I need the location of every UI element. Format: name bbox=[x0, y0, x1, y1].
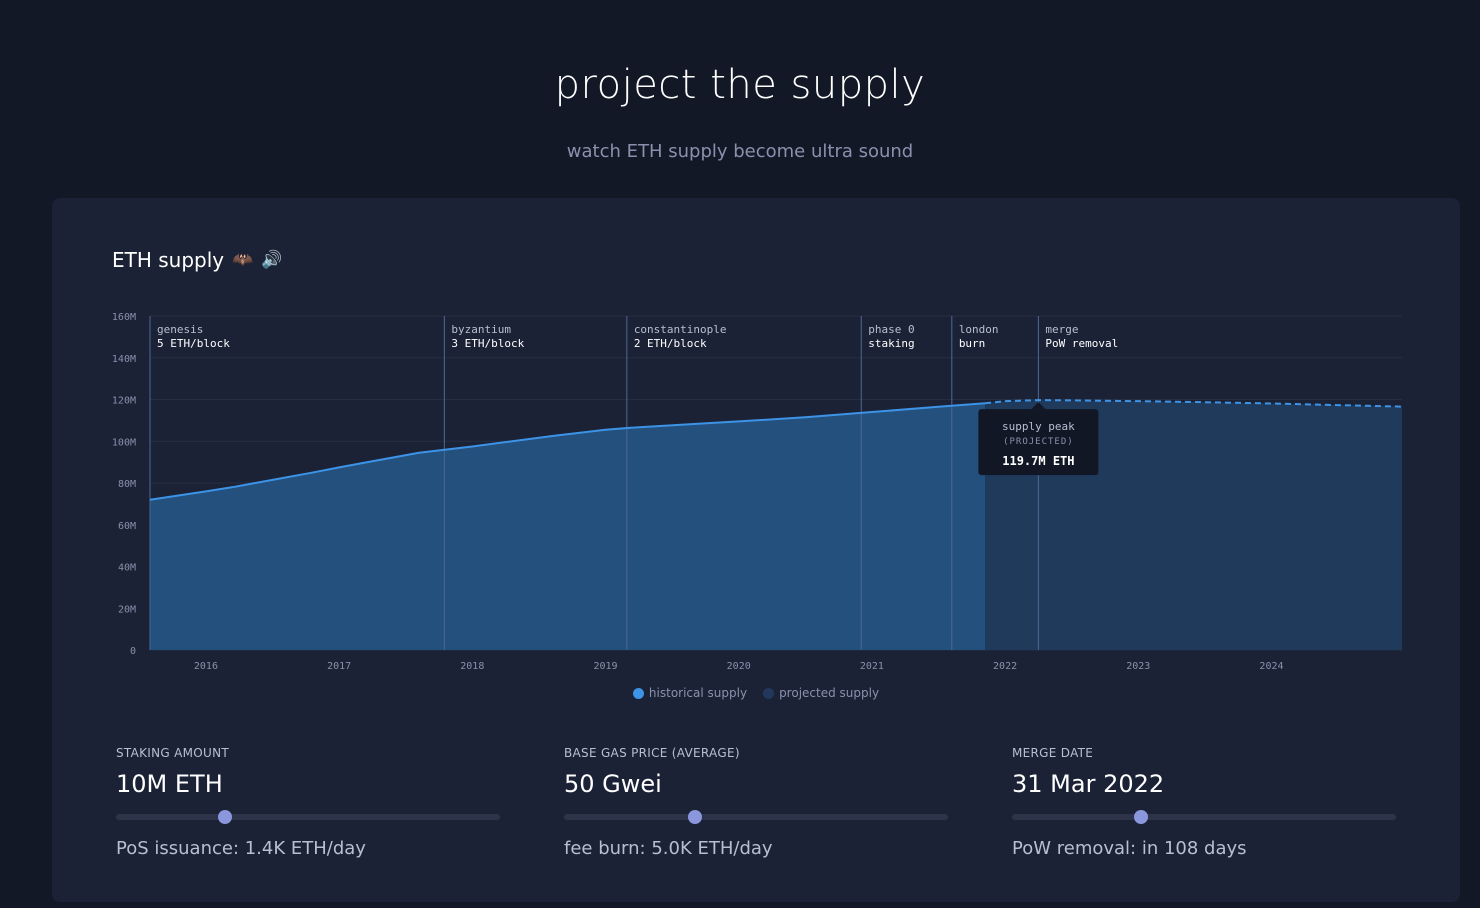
supply-card: 0 20M 40M 60M 80M 100M 120M 140M 160M genesis 5 ET… bbox=[52, 198, 1460, 902]
x-tick-label: 2024 bbox=[1259, 661, 1283, 672]
card-title-text: ETH supply bbox=[112, 248, 225, 272]
speaker-icon[interactable]: 🔊 bbox=[261, 250, 283, 270]
merge-date-control: MERGE DATE 31 Mar 2022 PoW removal: in 1… bbox=[1012, 746, 1396, 859]
x-tick-label: 2023 bbox=[1126, 661, 1150, 672]
chart-legend: historical supply projected supply bbox=[52, 686, 1460, 700]
legend-dot-projected bbox=[763, 687, 775, 699]
y-tick-label: 80M bbox=[118, 479, 136, 490]
bat-icon: 🦇 bbox=[232, 250, 254, 270]
gas-price-slider-thumb[interactable] bbox=[687, 810, 702, 824]
page-title: project the supply bbox=[554, 62, 926, 108]
x-tick-label: 2019 bbox=[593, 661, 617, 672]
merge-date-slider-thumb[interactable] bbox=[1133, 810, 1148, 824]
event-name-label: london bbox=[959, 323, 999, 336]
fee-burn-text: fee burn: 5.0K ETH/day bbox=[564, 838, 773, 859]
legend-dot-historical bbox=[632, 687, 644, 699]
legend-item-historical[interactable]: historical supply bbox=[632, 686, 748, 700]
page-subtitle: watch ETH supply become ultra sound bbox=[566, 141, 914, 162]
staking-amount-slider-thumb[interactable] bbox=[218, 810, 233, 824]
x-tick-label: 2017 bbox=[327, 661, 351, 672]
y-tick-label: 140M bbox=[112, 354, 136, 365]
event-detail-label: burn bbox=[959, 337, 986, 350]
tooltip-value: 119.7M ETH bbox=[1002, 454, 1074, 468]
x-tick-label: 2021 bbox=[860, 661, 884, 672]
legend-label-projected: projected supply bbox=[779, 686, 880, 700]
y-tick-label: 0 bbox=[130, 646, 136, 657]
event-detail-label: 3 ETH/block bbox=[451, 337, 524, 350]
y-tick-label: 120M bbox=[112, 396, 136, 407]
gas-price-control: BASE GAS PRICE (AVERAGE) 50 Gwei fee bur… bbox=[564, 746, 948, 859]
legend-item-projected[interactable]: projected supply bbox=[763, 686, 879, 700]
merge-date-slider[interactable] bbox=[1012, 810, 1396, 824]
y-tick-label: 40M bbox=[118, 563, 136, 574]
gas-price-value: 50 Gwei bbox=[564, 770, 662, 798]
legend-label-historical: historical supply bbox=[648, 686, 748, 700]
event-name-label: merge bbox=[1045, 323, 1078, 336]
x-tick-label: 2016 bbox=[194, 661, 218, 672]
x-tick-label: 2020 bbox=[727, 661, 751, 672]
y-tick-label: 60M bbox=[118, 521, 136, 532]
projected-supply-line bbox=[985, 399, 1403, 408]
pow-removal-text: PoW removal: in 108 days bbox=[1012, 838, 1247, 859]
merge-date-value: 31 Mar 2022 bbox=[1012, 770, 1165, 798]
event-detail-label: 5 ETH/block bbox=[157, 337, 230, 350]
event-name-label: byzantium bbox=[451, 323, 511, 336]
x-tick-label: 2018 bbox=[460, 661, 484, 672]
staking-amount-value: 10M ETH bbox=[116, 770, 223, 798]
tooltip-box bbox=[978, 409, 1099, 476]
tooltip-subtitle: (PROJECTED) bbox=[1003, 437, 1074, 447]
y-tick-label: 20M bbox=[118, 604, 136, 615]
historical-supply-line bbox=[149, 402, 986, 501]
event-name-label: phase 0 bbox=[868, 323, 914, 336]
event-detail-label: 2 ETH/block bbox=[634, 337, 707, 350]
pos-issuance-text: PoS issuance: 1.4K ETH/day bbox=[116, 838, 366, 859]
merge-date-label: MERGE DATE bbox=[1012, 746, 1094, 760]
staking-amount-label: STAKING AMOUNT bbox=[116, 746, 230, 760]
x-tick-label: 2022 bbox=[993, 661, 1017, 672]
historical-supply-area bbox=[150, 403, 986, 650]
card-title: ETH supply 🦇 🔊 bbox=[112, 248, 282, 272]
tooltip-arrow bbox=[1031, 402, 1046, 410]
y-tick-label: 100M bbox=[112, 437, 136, 448]
gas-price-slider[interactable] bbox=[564, 810, 948, 824]
event-name-label: constantinople bbox=[634, 323, 727, 336]
event-name-label: genesis bbox=[157, 323, 203, 336]
staking-amount-control: STAKING AMOUNT 10M ETH PoS issuance: 1.4… bbox=[116, 746, 500, 859]
y-tick-label: 160M bbox=[112, 312, 136, 323]
event-detail-label: staking bbox=[868, 337, 914, 350]
gas-price-label: BASE GAS PRICE (AVERAGE) bbox=[564, 746, 740, 760]
event-detail-label: PoW removal bbox=[1045, 337, 1118, 350]
staking-amount-slider[interactable] bbox=[116, 810, 500, 824]
tooltip-title: supply peak bbox=[1002, 420, 1075, 433]
